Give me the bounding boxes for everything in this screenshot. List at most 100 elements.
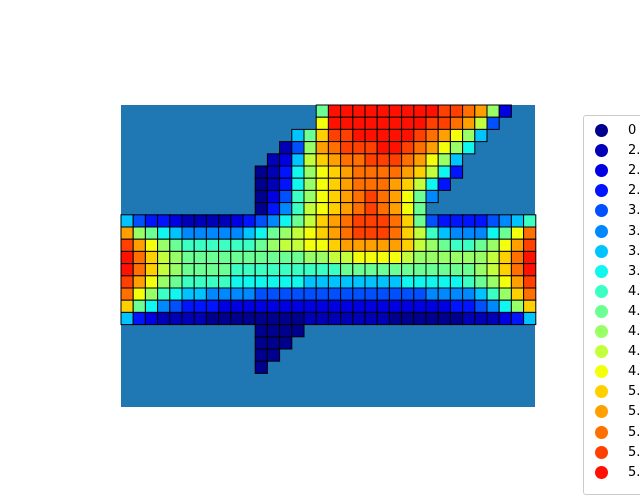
heatmap-cell <box>352 238 366 252</box>
heatmap-cell <box>437 311 451 326</box>
heatmap-cell <box>181 287 195 301</box>
legend-marker <box>595 124 608 137</box>
heatmap-cell <box>340 238 354 252</box>
legend-label: 3. <box>628 203 640 219</box>
heatmap-cell <box>340 263 354 277</box>
heatmap-cell <box>120 238 134 252</box>
legend-marker <box>595 465 608 479</box>
heatmap-cell <box>413 275 427 289</box>
heatmap-cell <box>193 214 207 228</box>
heatmap-cell <box>388 299 403 313</box>
heatmap-cell <box>401 104 415 118</box>
heatmap-cell <box>352 116 366 130</box>
heatmap-cell <box>205 238 220 252</box>
legend-label: 2. <box>628 163 640 179</box>
heatmap-cell <box>181 214 195 228</box>
heatmap-cell <box>303 250 317 265</box>
heatmap-cell <box>303 299 317 313</box>
heatmap-cell <box>340 287 354 301</box>
heatmap-cell <box>327 226 342 240</box>
heatmap-cell <box>266 177 281 191</box>
heatmap-cell <box>352 128 366 143</box>
heatmap-cell <box>266 287 281 301</box>
heatmap-cell <box>254 311 268 326</box>
heatmap-cell <box>486 287 500 301</box>
heatmap-cell <box>425 153 439 167</box>
legend-label: 3. <box>628 243 640 259</box>
legend-label: 5. <box>628 444 640 460</box>
heatmap-cell <box>315 141 329 155</box>
heatmap-cell <box>413 104 427 118</box>
heatmap-cell <box>303 128 317 143</box>
heatmap-cell <box>181 250 195 265</box>
heatmap-cell <box>388 202 403 216</box>
heatmap-cell <box>303 165 317 179</box>
heatmap-cell <box>474 238 488 252</box>
heatmap-cell <box>291 250 305 265</box>
heatmap-cell <box>291 214 305 228</box>
heatmap-cell <box>279 226 293 240</box>
heatmap-cell <box>254 189 268 204</box>
heatmap-cells <box>120 104 537 374</box>
heatmap-cell <box>291 189 305 204</box>
heatmap-cell <box>510 214 525 228</box>
heatmap-cell <box>266 299 281 313</box>
heatmap-cell <box>413 311 427 326</box>
heatmap-cell <box>425 177 439 191</box>
heatmap-cell <box>132 263 146 277</box>
heatmap-cell <box>376 275 390 289</box>
heatmap-cell <box>279 324 293 338</box>
heatmap-cell <box>279 165 293 179</box>
heatmap-cell <box>388 189 403 204</box>
heatmap-cell <box>327 104 342 118</box>
heatmap-cell <box>401 116 415 130</box>
heatmap-cell <box>327 275 342 289</box>
heatmap-cell <box>242 299 256 313</box>
heatmap-cell <box>462 263 476 277</box>
heatmap-cell <box>523 238 537 252</box>
heatmap-cell <box>315 226 329 240</box>
heatmap-cell <box>315 287 329 301</box>
heatmap-cell <box>291 275 305 289</box>
heatmap-cell <box>205 214 220 228</box>
heatmap-cell <box>279 299 293 313</box>
heatmap-cell <box>218 299 232 313</box>
heatmap-cell <box>327 250 342 265</box>
heatmap-cell <box>364 202 378 216</box>
heatmap-cell <box>144 226 159 240</box>
legend-marker <box>595 405 608 419</box>
heatmap-cell <box>303 141 317 155</box>
heatmap-cell <box>266 324 281 338</box>
heatmap-cell <box>462 299 476 313</box>
heatmap-cell <box>315 104 329 118</box>
heatmap-cell <box>279 250 293 265</box>
heatmap-cell <box>449 141 464 155</box>
heatmap-cell <box>157 299 171 313</box>
legend-entry: 2. <box>584 142 640 162</box>
heatmap-cell <box>254 177 268 191</box>
heatmap-cell <box>352 263 366 277</box>
heatmap-cell <box>437 141 451 155</box>
heatmap-cell <box>120 287 134 301</box>
heatmap-cell <box>327 165 342 179</box>
heatmap-cell <box>315 275 329 289</box>
legend-entry: 5. <box>584 424 640 444</box>
heatmap-cell <box>242 238 256 252</box>
heatmap-cell <box>437 153 451 167</box>
legend-entry: 2. <box>584 182 640 202</box>
legend-entry: 5. <box>584 464 640 484</box>
legend-label: 2. <box>628 143 640 159</box>
heatmap-cell <box>388 226 403 240</box>
legend-entry: 4. <box>584 363 640 383</box>
heatmap-cell <box>401 226 415 240</box>
heatmap-cell <box>303 177 317 191</box>
heatmap-cell <box>254 336 268 350</box>
heatmap-cell <box>327 263 342 277</box>
heatmap-cell <box>132 250 146 265</box>
heatmap-cell <box>303 202 317 216</box>
heatmap-cell <box>340 104 354 118</box>
heatmap-cell <box>449 226 464 240</box>
heatmap-cell <box>449 153 464 167</box>
heatmap-cell <box>169 275 183 289</box>
heatmap-cell <box>413 153 427 167</box>
